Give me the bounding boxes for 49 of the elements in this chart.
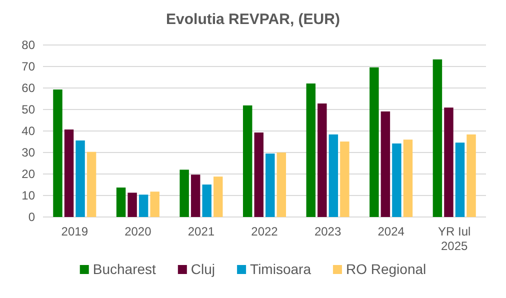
y-tick-label: 10: [22, 188, 36, 202]
y-tick-label: 0: [28, 210, 36, 224]
bar: [213, 176, 223, 217]
x-tick-label: 2023: [314, 224, 342, 239]
bar: [340, 142, 350, 217]
bar: [392, 143, 402, 217]
x-tick-label: 2020: [124, 224, 152, 239]
x-tick-label: 2019: [61, 224, 88, 239]
x-tick-label: 2024: [378, 224, 405, 239]
bar: [328, 134, 338, 217]
bar: [128, 192, 137, 217]
x-tick-label: 2022: [251, 224, 278, 239]
y-tick-label: 30: [22, 145, 36, 160]
bar: [254, 132, 264, 217]
bar: [180, 170, 189, 217]
legend-label: Bucharest: [92, 261, 156, 277]
y-tick-label: 40: [22, 124, 36, 138]
bar: [64, 129, 74, 217]
legend-label: Timisoara: [250, 261, 312, 277]
bar: [76, 140, 85, 217]
bar: [266, 154, 275, 217]
bar: [318, 103, 327, 217]
bar: [380, 111, 390, 217]
bar: [432, 59, 442, 217]
bar: [444, 108, 454, 217]
bar: [455, 142, 465, 217]
x-tick-label: YR Iul 2025: [438, 224, 471, 253]
bar: [276, 152, 286, 217]
y-tick-label: 80: [22, 38, 36, 52]
legend-label: Cluj: [190, 261, 216, 277]
y-tick-label: 50: [22, 102, 36, 116]
legend-label: RO Regional: [346, 261, 426, 277]
bar: [242, 105, 252, 217]
bar: [403, 140, 413, 217]
y-tick-label: 20: [22, 166, 36, 181]
chart-title: Evolutia REVPAR, (EUR): [166, 11, 340, 28]
bar: [86, 152, 96, 217]
bar: [370, 67, 379, 217]
bar: [306, 83, 316, 217]
x-tick-label: 2021: [188, 224, 215, 239]
bar: [138, 194, 148, 217]
bar: [53, 90, 62, 217]
bar: [150, 192, 160, 217]
bar: [116, 188, 126, 217]
bar: [190, 174, 200, 217]
y-tick-label: 60: [22, 80, 36, 95]
bar: [466, 134, 476, 217]
y-tick-label: 70: [22, 59, 36, 74]
bar: [202, 184, 212, 217]
